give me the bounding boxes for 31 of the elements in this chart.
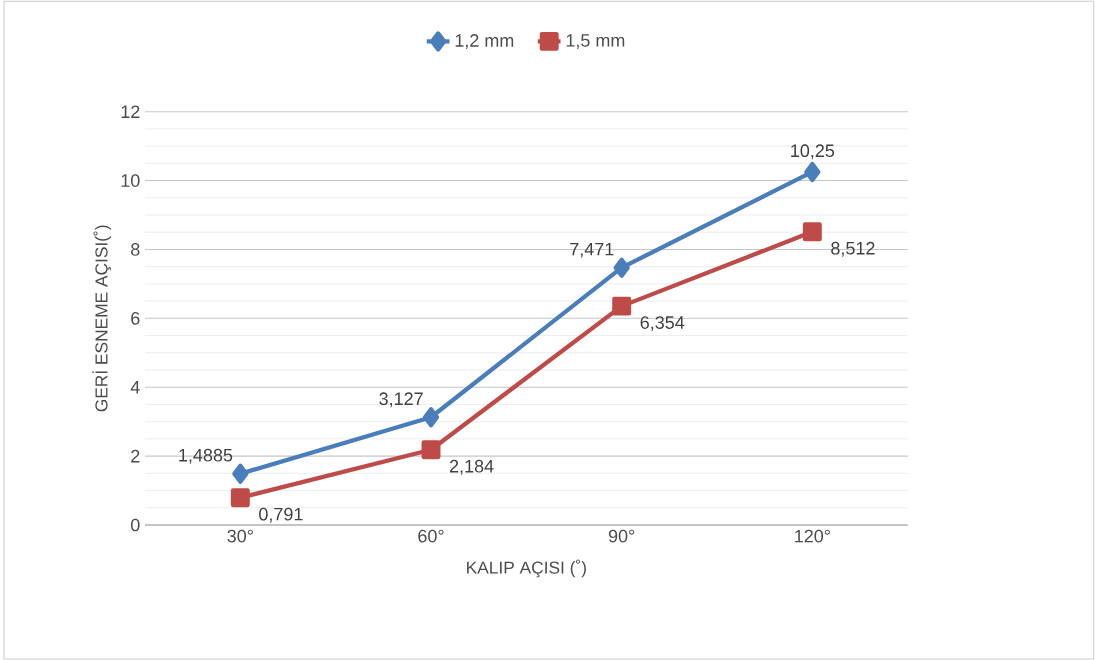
y-tick-label: 12 [121, 105, 140, 118]
point [421, 440, 441, 460]
data-label: 3,127 [379, 392, 423, 408]
y-tick-label: 2 [131, 449, 140, 463]
data-label: 8,512 [831, 241, 875, 257]
y-tick-label: 4 [130, 381, 140, 394]
x-tick-label: 120° [795, 529, 830, 543]
legend-label: 1,2 mm [455, 34, 514, 49]
data-label: 1,4885 [179, 448, 233, 464]
x-tick-label: 30° [227, 529, 253, 543]
point [612, 296, 632, 316]
y-tick-label: 0 [130, 518, 140, 532]
point [613, 257, 630, 278]
data-label: 7,471 [570, 242, 614, 258]
data-label: 2,184 [449, 459, 494, 475]
point [422, 407, 440, 428]
y-tick-label: 10 [121, 174, 140, 187]
point [232, 463, 249, 484]
point [804, 161, 821, 183]
y-axis-title: GERİ ESNEME AÇISI(˚) [92, 225, 112, 412]
data-label: 0,791 [259, 507, 303, 523]
data-label: 10,25 [791, 144, 835, 160]
y-tick-label: 6 [131, 311, 140, 325]
x-tick-label: 90° [608, 529, 635, 543]
x-tick-label: 60° [418, 529, 444, 543]
y-tick-label: 8 [131, 243, 140, 256]
point [802, 222, 822, 242]
legend-label: 1,5 mm [566, 34, 625, 49]
point [230, 488, 250, 508]
x-axis-title: KALIP AÇISI (˚) [467, 559, 586, 578]
data-label: 6,354 [640, 316, 685, 332]
